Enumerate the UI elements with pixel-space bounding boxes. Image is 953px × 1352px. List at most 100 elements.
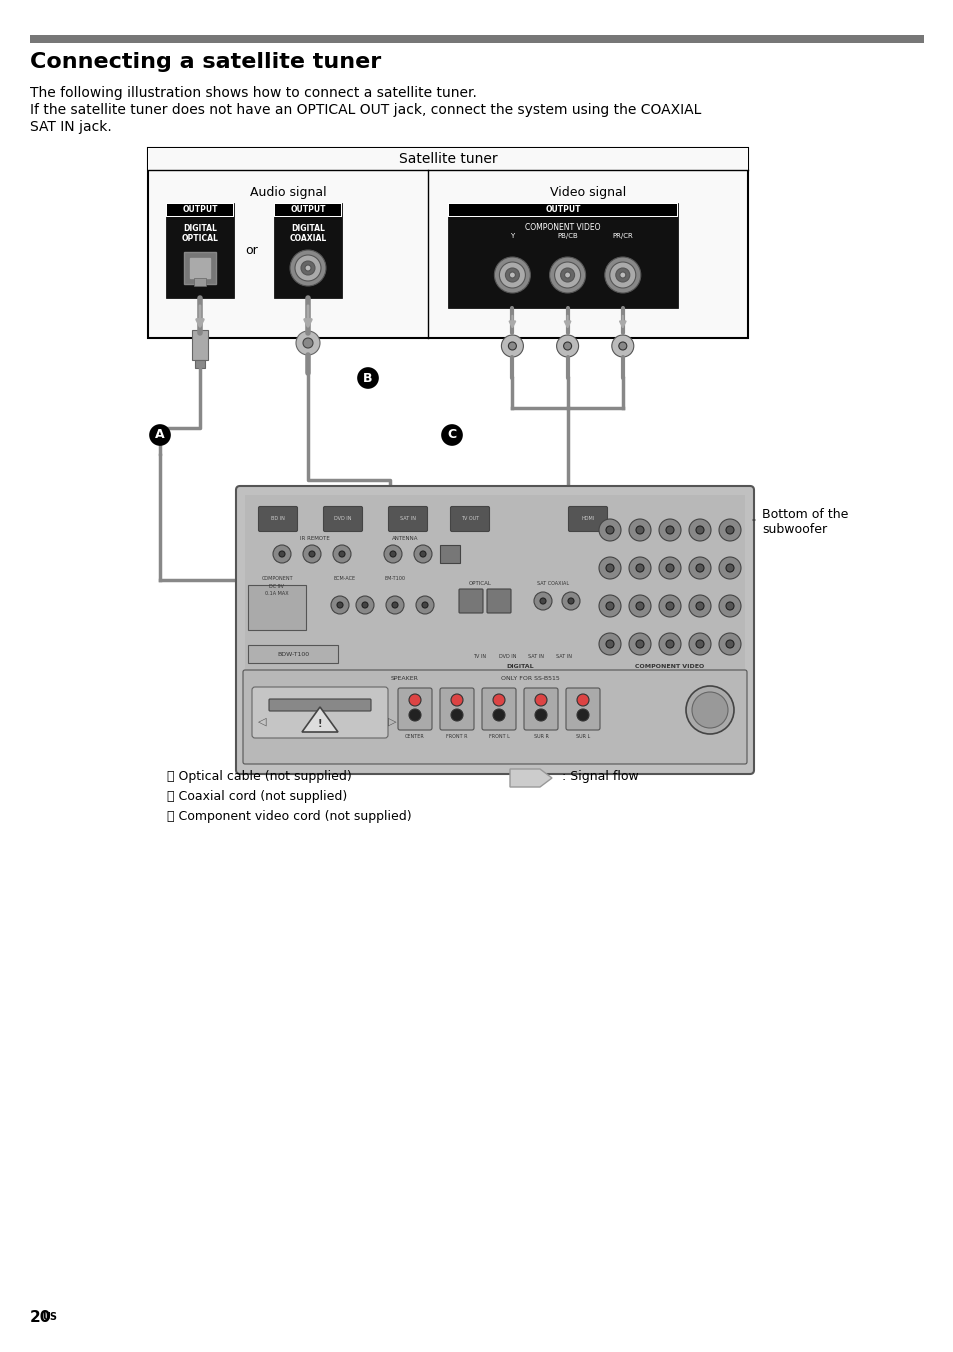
Bar — [193, 279, 206, 287]
Circle shape — [535, 708, 546, 721]
Circle shape — [451, 694, 462, 706]
Text: DIGITAL: DIGITAL — [183, 224, 216, 233]
Text: ◁: ◁ — [257, 717, 266, 727]
Text: ECM-ACE: ECM-ACE — [334, 576, 355, 581]
Text: B: B — [363, 372, 373, 384]
Circle shape — [719, 595, 740, 617]
Bar — [448, 203, 678, 308]
FancyBboxPatch shape — [235, 485, 753, 773]
Text: TV OUT: TV OUT — [460, 516, 478, 522]
FancyBboxPatch shape — [523, 688, 558, 730]
Text: PR/CR: PR/CR — [612, 233, 633, 239]
Circle shape — [628, 595, 650, 617]
Circle shape — [604, 257, 640, 293]
Text: BDW-T100: BDW-T100 — [276, 652, 309, 657]
Circle shape — [628, 557, 650, 579]
Text: COAXIAL: COAXIAL — [289, 234, 326, 243]
Text: ONLY FOR SS-B515: ONLY FOR SS-B515 — [500, 676, 558, 681]
Text: OPTICAL: OPTICAL — [181, 234, 218, 243]
Text: COMPONENT: COMPONENT — [262, 576, 294, 581]
Text: OUTPUT: OUTPUT — [182, 206, 217, 215]
Circle shape — [688, 519, 710, 541]
Circle shape — [421, 602, 428, 608]
Circle shape — [615, 268, 629, 283]
Circle shape — [303, 545, 320, 562]
Circle shape — [719, 557, 740, 579]
Bar — [166, 203, 233, 218]
Text: PB/CB: PB/CB — [557, 233, 578, 239]
Circle shape — [598, 595, 620, 617]
Circle shape — [493, 708, 504, 721]
FancyBboxPatch shape — [397, 688, 432, 730]
Circle shape — [414, 545, 432, 562]
Circle shape — [605, 564, 614, 572]
Text: DC 9V: DC 9V — [269, 584, 284, 589]
Circle shape — [659, 519, 680, 541]
Bar — [148, 147, 747, 338]
Circle shape — [696, 602, 703, 610]
Circle shape — [441, 425, 461, 445]
Circle shape — [719, 519, 740, 541]
Circle shape — [598, 633, 620, 654]
Circle shape — [605, 602, 614, 610]
Polygon shape — [510, 769, 552, 787]
Circle shape — [665, 602, 673, 610]
Bar — [274, 204, 340, 216]
Bar — [166, 203, 233, 297]
Circle shape — [577, 708, 588, 721]
Circle shape — [609, 262, 635, 288]
Text: C: C — [447, 429, 456, 442]
Circle shape — [554, 262, 580, 288]
Text: FRONT L: FRONT L — [488, 734, 509, 740]
Circle shape — [719, 633, 740, 654]
Text: SUR L: SUR L — [576, 734, 590, 740]
FancyBboxPatch shape — [450, 507, 489, 531]
Text: COMPONENT VIDEO: COMPONENT VIDEO — [635, 664, 704, 669]
Circle shape — [295, 331, 319, 356]
Circle shape — [563, 342, 571, 350]
Circle shape — [688, 557, 710, 579]
Text: If the satellite tuner does not have an OPTICAL OUT jack, connect the system usi: If the satellite tuner does not have an … — [30, 103, 700, 118]
Text: OPTICAL: OPTICAL — [468, 581, 491, 585]
Bar — [194, 360, 205, 368]
Circle shape — [636, 602, 643, 610]
Circle shape — [392, 602, 397, 608]
Circle shape — [636, 639, 643, 648]
FancyBboxPatch shape — [481, 688, 516, 730]
Circle shape — [338, 552, 345, 557]
Circle shape — [659, 557, 680, 579]
Text: Audio signal: Audio signal — [250, 187, 326, 199]
Circle shape — [725, 526, 733, 534]
Circle shape — [539, 598, 545, 604]
Bar — [184, 251, 215, 284]
Text: EM-T100: EM-T100 — [384, 576, 405, 581]
Text: Bottom of the
subwoofer: Bottom of the subwoofer — [761, 508, 847, 535]
Text: ▷: ▷ — [387, 717, 395, 727]
Text: : Signal flow: : Signal flow — [561, 771, 639, 783]
Circle shape — [416, 596, 434, 614]
Circle shape — [696, 526, 703, 534]
Text: COMPONENT VIDEO: COMPONENT VIDEO — [525, 223, 600, 233]
Circle shape — [628, 519, 650, 541]
Bar — [190, 258, 210, 279]
Circle shape — [355, 596, 374, 614]
Text: OUTPUT: OUTPUT — [545, 206, 580, 215]
Circle shape — [685, 685, 733, 734]
Circle shape — [725, 639, 733, 648]
Circle shape — [150, 425, 170, 445]
FancyBboxPatch shape — [388, 507, 427, 531]
FancyBboxPatch shape — [439, 688, 474, 730]
Circle shape — [688, 595, 710, 617]
Circle shape — [278, 552, 285, 557]
Text: TV IN: TV IN — [473, 654, 486, 658]
Circle shape — [605, 639, 614, 648]
FancyBboxPatch shape — [458, 589, 482, 612]
Circle shape — [567, 598, 574, 604]
Circle shape — [357, 368, 377, 388]
FancyBboxPatch shape — [269, 699, 371, 711]
Text: BD IN: BD IN — [271, 516, 285, 522]
Text: SAT IN: SAT IN — [399, 516, 416, 522]
Bar — [449, 204, 677, 216]
Text: 20: 20 — [30, 1310, 51, 1325]
FancyBboxPatch shape — [323, 507, 362, 531]
